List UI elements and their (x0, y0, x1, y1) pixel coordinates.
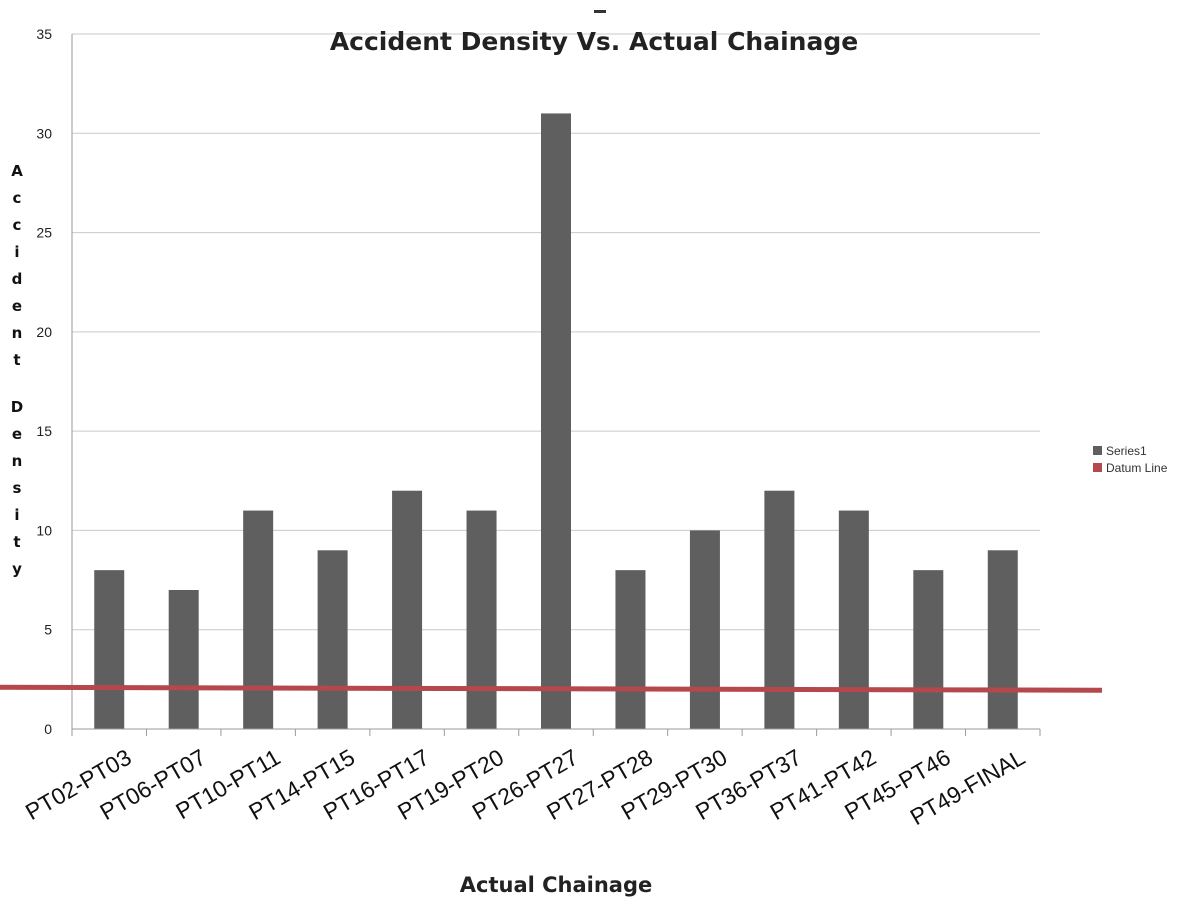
y-axis-title-char: i (14, 506, 19, 524)
bar-pt36-pt37 (764, 490, 795, 729)
chart-title: Accident Density Vs. Actual Chainage (330, 27, 858, 56)
bar-pt19-pt20 (466, 510, 497, 729)
y-tick-label: 25 (36, 225, 52, 241)
legend-label: Datum Line (1106, 461, 1168, 475)
y-tick-label: 20 (36, 324, 52, 340)
y-axis-title-char: t (13, 533, 20, 551)
y-axis-title-char: y (12, 560, 22, 578)
axes (71, 34, 1041, 736)
y-axis-title-char: n (12, 324, 23, 342)
y-tick-labels: 0 5 10 15 20 25 30 35 (36, 26, 52, 737)
bar-pt26-pt27 (541, 113, 571, 729)
y-axis-title-char: D (11, 398, 23, 416)
y-axis-title-char: e (12, 425, 22, 443)
y-axis-title-char: t (13, 351, 20, 369)
datum-line (0, 684, 1103, 693)
bar-pt02-pt03 (94, 570, 125, 729)
y-tick-label: 0 (44, 721, 52, 737)
top-marker (594, 10, 606, 13)
x-axis-title: Actual Chainage (460, 873, 653, 897)
bar-pt06-pt07 (168, 590, 199, 729)
datum-line-group (0, 684, 1103, 693)
y-axis-title-char: i (14, 243, 19, 261)
y-tick-label: 10 (36, 522, 52, 538)
y-tick-label: 30 (36, 125, 52, 141)
y-tick-label: 35 (36, 26, 52, 42)
legend-swatch (1093, 446, 1102, 455)
bar-pt41-pt42 (838, 510, 869, 729)
y-axis-title-char: d (12, 270, 23, 288)
legend: Series1 Datum Line (1093, 444, 1168, 475)
bar-pt16-pt17 (392, 490, 423, 729)
y-axis-title-char: n (12, 452, 23, 470)
y-axis-title-char: e (12, 297, 22, 315)
bar-pt14-pt15 (317, 550, 348, 729)
y-axis-title-char: c (13, 189, 22, 207)
y-axis-title-char: s (13, 479, 22, 497)
bar-pt29-pt30 (689, 530, 720, 729)
legend-label: Series1 (1106, 444, 1147, 458)
y-axis-title-char: A (11, 162, 23, 180)
bar-pt27-pt28 (615, 570, 646, 729)
legend-swatch (1093, 463, 1102, 472)
bar-pt45-pt46 (913, 570, 944, 729)
bar-pt49-final (987, 550, 1018, 729)
y-tick-label: 15 (36, 423, 52, 439)
bar-pt10-pt11 (243, 510, 274, 729)
y-axis-title-char: c (13, 216, 22, 234)
y-tick-label: 5 (44, 622, 52, 638)
